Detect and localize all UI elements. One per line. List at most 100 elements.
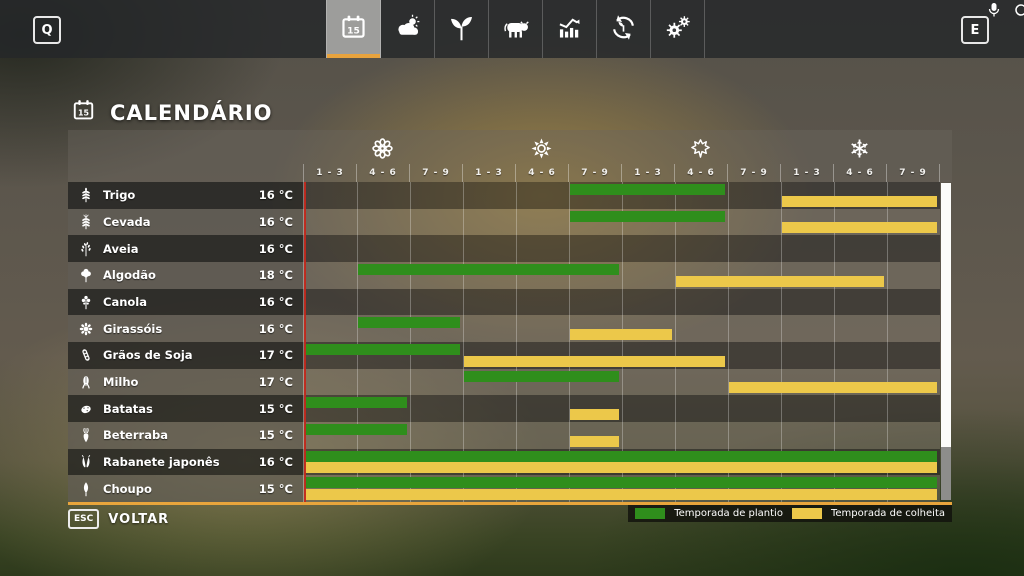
crop-temperature: 18 °C <box>258 268 293 283</box>
planting-bar <box>305 397 407 409</box>
crop-temperature: 15 °C <box>258 401 293 416</box>
month-range-label: 7 - 9 <box>409 164 462 182</box>
crop-temperature: 16 °C <box>258 294 293 309</box>
crop-temperature: 16 °C <box>258 188 293 203</box>
crop-season-chart <box>303 261 940 289</box>
tab-statistics[interactable] <box>543 0 597 58</box>
crop-temperature: 17 °C <box>258 348 293 363</box>
crop-row[interactable]: Algodão 18 °C <box>68 261 940 289</box>
crop-temperature: 16 °C <box>258 214 293 229</box>
month-range-label: 7 - 9 <box>568 164 621 182</box>
crop-name: Cevada <box>103 214 151 229</box>
crop-season-chart <box>303 341 940 369</box>
crop-label-cell: Choupo 15 °C <box>68 475 303 502</box>
crop-name: Beterraba <box>103 428 168 443</box>
gears-icon <box>662 12 693 47</box>
page-title: CALENDÁRIO <box>110 100 273 125</box>
cotton-icon <box>77 267 94 284</box>
svg-text:15: 15 <box>347 26 360 36</box>
month-range-label: 1 - 3 <box>462 164 515 182</box>
planting-bar <box>570 184 725 195</box>
crop-season-chart <box>303 475 940 502</box>
planting-bar <box>357 263 619 275</box>
harvest-bar <box>676 275 884 287</box>
scrollbar-thumb[interactable] <box>941 183 951 447</box>
crop-row[interactable]: Choupo 15 °C <box>68 475 940 502</box>
tab-production-cycles[interactable] <box>597 0 651 58</box>
crop-temperature: 16 °C <box>258 241 293 256</box>
planting-bar <box>305 450 937 462</box>
crop-name: Choupo <box>103 481 152 496</box>
planting-bar <box>305 343 460 355</box>
calendar-rows: Trigo 16 °C Cevada 16 °C Aveia 16 °C Algodão 18… <box>68 182 940 502</box>
esc-key[interactable]: ESC <box>68 509 100 529</box>
harvest-bar <box>570 408 619 420</box>
crop-row[interactable]: Rabanete japonês 16 °C <box>68 448 940 476</box>
crop-row[interactable]: Milho 17 °C <box>68 368 940 396</box>
back-control[interactable]: ESC VOLTAR <box>68 509 169 529</box>
crop-label-cell: Grãos de Soja 17 °C <box>68 341 303 369</box>
planting-bar <box>570 210 725 222</box>
scrollbar[interactable] <box>941 183 951 500</box>
current-date-marker <box>304 182 306 502</box>
tab-settings[interactable] <box>651 0 705 58</box>
crop-row[interactable]: Canola 16 °C <box>68 288 940 316</box>
crop-row[interactable]: Girassóis 16 °C <box>68 315 940 342</box>
potato-icon <box>77 400 94 417</box>
crop-row[interactable]: Grãos de Soja 17 °C <box>68 341 940 369</box>
harvest-bar <box>570 328 672 340</box>
hotkey-e[interactable]: E <box>961 16 989 44</box>
crop-season-chart <box>303 182 940 209</box>
crop-label-cell: Algodão 18 °C <box>68 261 303 289</box>
crop-label-cell: Aveia 16 °C <box>68 235 303 262</box>
harvest-bar <box>305 488 937 500</box>
crop-name: Canola <box>103 294 147 309</box>
crop-name: Grãos de Soja <box>103 348 193 363</box>
svg-text:15: 15 <box>78 109 89 118</box>
month-range-label: 4 - 6 <box>674 164 727 182</box>
harvest-bar <box>728 382 937 394</box>
crop-label-cell: Milho 17 °C <box>68 368 303 396</box>
crop-season-chart <box>303 288 940 316</box>
crop-name: Trigo <box>103 188 136 203</box>
crop-row[interactable]: Aveia 16 °C <box>68 235 940 262</box>
tab-crops[interactable] <box>435 0 489 58</box>
crop-label-cell: Canola 16 °C <box>68 288 303 316</box>
hotkey-q[interactable]: Q <box>33 16 61 44</box>
crop-season-chart <box>303 315 940 342</box>
crop-season-chart <box>303 208 940 236</box>
harvest-bar <box>464 355 725 367</box>
crop-label-cell: Cevada 16 °C <box>68 208 303 236</box>
tab-animals[interactable] <box>489 0 543 58</box>
crop-label-cell: Trigo 16 °C <box>68 182 303 209</box>
maple-leaf-icon <box>689 137 713 161</box>
flower-icon <box>371 137 395 161</box>
top-toolbar: Q 15 E <box>0 0 1024 58</box>
crop-temperature: 17 °C <box>258 374 293 389</box>
tab-weather[interactable] <box>381 0 435 58</box>
crop-season-chart <box>303 368 940 396</box>
month-range-label: 4 - 6 <box>356 164 409 182</box>
sun-icon <box>530 137 554 161</box>
crop-season-chart <box>303 395 940 422</box>
page-header: 15 CALENDÁRIO <box>70 97 273 128</box>
harvest-legend-swatch <box>791 508 822 519</box>
harvest-bar <box>782 222 937 234</box>
month-range-label: 1 - 3 <box>621 164 674 182</box>
crop-name: Aveia <box>103 241 139 256</box>
oat-icon <box>77 240 94 257</box>
crop-season-chart <box>303 421 940 449</box>
crop-row[interactable]: Trigo 16 °C <box>68 182 940 209</box>
crop-temperature: 16 °C <box>258 321 293 336</box>
crop-row[interactable]: Beterraba 15 °C <box>68 421 940 449</box>
crop-label-cell: Batatas 15 °C <box>68 395 303 422</box>
crop-row[interactable]: Cevada 16 °C <box>68 208 940 236</box>
voice-indicator-icon <box>1013 2 1024 21</box>
cycle-icon <box>608 12 639 47</box>
stats-icon <box>554 12 585 47</box>
crop-row[interactable]: Batatas 15 °C <box>68 395 940 422</box>
tab-calendar[interactable]: 15 <box>326 0 381 58</box>
